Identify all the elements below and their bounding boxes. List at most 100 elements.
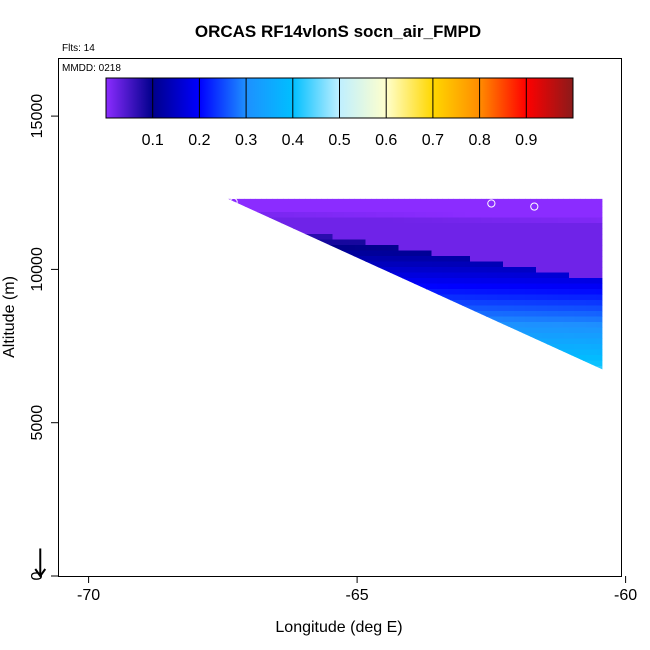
heatmap-cell	[470, 311, 476, 317]
heatmap-cell	[470, 190, 476, 196]
heatmap-cell	[294, 404, 300, 411]
heatmap-cell	[464, 333, 471, 339]
heatmap-cell	[475, 404, 482, 411]
heatmap-cell	[157, 201, 163, 207]
heatmap-cell	[277, 300, 284, 306]
heatmap-cell	[327, 498, 333, 504]
heatmap-cell	[294, 487, 300, 493]
heatmap-cell	[376, 421, 383, 427]
heatmap-cell	[201, 207, 207, 213]
heatmap-cell	[184, 273, 190, 279]
heatmap-cell	[371, 333, 377, 339]
heatmap-cell	[212, 306, 218, 312]
heatmap-cell	[168, 377, 174, 383]
heatmap-cell	[387, 459, 394, 466]
heatmap-cell	[206, 520, 212, 526]
heatmap-cell	[431, 564, 438, 570]
heatmap-cell	[371, 371, 377, 378]
heatmap-cell	[470, 228, 476, 235]
heatmap-cell	[398, 272, 405, 279]
heatmap-cell	[255, 234, 262, 240]
heatmap-cell	[349, 261, 355, 268]
heatmap-cell	[250, 223, 256, 229]
heatmap-cell	[283, 432, 289, 438]
heatmap-cell	[497, 525, 504, 532]
heatmap-cell	[453, 421, 460, 427]
heatmap-cell	[349, 311, 355, 317]
heatmap-cell	[332, 415, 339, 422]
heatmap-cell	[398, 349, 405, 356]
heatmap-cell	[409, 261, 416, 268]
heatmap-cell	[382, 349, 388, 356]
heatmap-cell	[288, 294, 295, 301]
heatmap-cell	[503, 355, 509, 361]
heatmap-cell	[310, 415, 317, 422]
heatmap-cell	[283, 553, 289, 559]
heatmap-cell	[503, 305, 509, 312]
heatmap-cell	[338, 371, 344, 378]
heatmap-cell	[475, 558, 482, 565]
heatmap-cell	[201, 344, 207, 350]
heatmap-cell	[179, 339, 185, 345]
heatmap-cell	[255, 322, 262, 328]
heatmap-cell	[470, 256, 476, 262]
heatmap-cell	[261, 575, 267, 576]
heatmap-cell	[393, 355, 399, 361]
heatmap-cell	[497, 514, 504, 521]
heatmap-cell	[437, 421, 443, 427]
heatmap-cell	[212, 570, 218, 576]
heatmap-cell	[261, 459, 267, 466]
heatmap-cell	[321, 531, 328, 537]
heatmap-cell	[475, 531, 482, 537]
heatmap-cell	[409, 459, 416, 466]
heatmap-cell	[365, 388, 372, 394]
heatmap-cell	[338, 316, 344, 323]
heatmap-cell	[228, 393, 234, 400]
heatmap-cell	[332, 206, 339, 213]
heatmap-cell	[261, 190, 267, 196]
heatmap-cell	[261, 558, 267, 565]
heatmap-cell	[310, 212, 317, 218]
heatmap-cell	[360, 382, 366, 389]
heatmap-cell	[376, 520, 383, 526]
heatmap-cell	[299, 575, 306, 576]
heatmap-cell	[327, 432, 333, 438]
heatmap-cell	[190, 526, 196, 532]
heatmap-cell	[420, 223, 427, 229]
heatmap-cell	[492, 256, 498, 262]
heatmap-cell	[503, 465, 509, 471]
heatmap-cell	[365, 294, 372, 301]
heatmap-cell	[244, 388, 251, 394]
heatmap-cell	[514, 454, 520, 460]
heatmap-cell	[393, 520, 399, 526]
heatmap-cell	[464, 476, 471, 482]
heatmap-cell	[157, 509, 163, 515]
heatmap-cell	[266, 415, 273, 422]
heatmap-cell	[283, 492, 289, 499]
heatmap-cell	[387, 311, 394, 317]
heatmap-cell	[393, 404, 399, 411]
heatmap-cell	[162, 482, 168, 488]
heatmap-cell	[261, 228, 267, 235]
heatmap-cell	[448, 503, 454, 510]
heatmap-cell	[272, 278, 278, 284]
heatmap-cell	[299, 349, 306, 356]
heatmap-cell	[162, 526, 168, 532]
heatmap-cell	[426, 459, 432, 466]
heatmap-cell	[321, 366, 328, 372]
heatmap-cell	[360, 360, 366, 367]
heatmap-cell	[283, 294, 289, 301]
heatmap-cell	[146, 564, 152, 570]
heatmap-cell	[387, 388, 394, 394]
heatmap-cell	[376, 415, 383, 422]
heatmap-cell	[426, 399, 432, 405]
heatmap-cell	[239, 311, 245, 317]
heatmap-cell	[349, 421, 355, 427]
heatmap-cell	[404, 201, 410, 207]
heatmap-cell	[492, 569, 498, 576]
heatmap-cell	[492, 536, 498, 543]
heatmap-cell	[305, 415, 311, 422]
heatmap-cell	[206, 504, 212, 510]
heatmap-cell	[239, 190, 245, 196]
heatmap-cell	[140, 509, 146, 515]
